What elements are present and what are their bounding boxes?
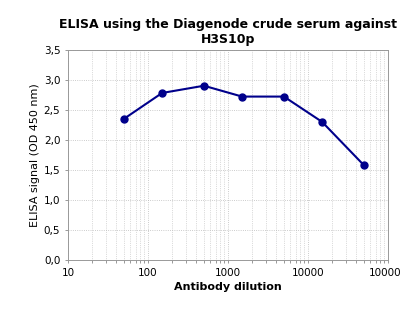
Title: ELISA using the Diagenode crude serum against
H3S10p: ELISA using the Diagenode crude serum ag… [59,18,397,46]
Y-axis label: ELISA signal (OD 450 nm): ELISA signal (OD 450 nm) [30,83,40,227]
X-axis label: Antibody dilution: Antibody dilution [174,282,282,292]
